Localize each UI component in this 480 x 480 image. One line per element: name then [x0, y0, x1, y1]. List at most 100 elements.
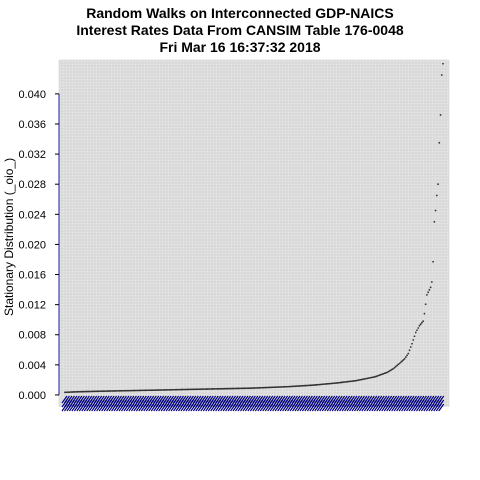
point-label: [118, 395, 125, 404]
point-label: [324, 395, 331, 404]
data-point: [414, 331, 417, 334]
point-label: [403, 395, 410, 404]
point-label: [173, 395, 180, 404]
point-label: [346, 395, 353, 404]
data-point: [434, 209, 437, 212]
point-label: [358, 395, 365, 404]
point-label: [249, 395, 256, 404]
point-label: [267, 395, 274, 404]
point-label: [296, 395, 303, 404]
point-label: [148, 395, 155, 404]
y-tick-label: 0.036: [18, 119, 46, 131]
point-label: [212, 395, 219, 404]
y-tick-label: 0.004: [18, 360, 46, 372]
point-label: [128, 395, 135, 404]
point-label: [428, 395, 435, 404]
data-point: [407, 352, 410, 355]
point-label: [415, 395, 422, 404]
point-label: [287, 395, 294, 404]
point-label: [284, 395, 291, 404]
point-label: [242, 395, 249, 404]
point-label: [435, 395, 442, 404]
point-label: [138, 395, 145, 404]
point-label: [388, 395, 395, 404]
point-label: [401, 395, 408, 404]
y-tick-label: 0.020: [18, 239, 46, 251]
point-label: [197, 395, 204, 404]
point-label: [230, 395, 237, 404]
point-label: [306, 395, 313, 404]
point-label: [98, 395, 105, 404]
point-label: [106, 395, 113, 404]
point-label: [145, 395, 152, 404]
point-label: [202, 395, 209, 404]
data-point: [442, 62, 444, 65]
data-point: [397, 363, 400, 366]
y-tick-label: 0.012: [18, 300, 46, 312]
point-label: [304, 395, 311, 404]
point-label: [150, 395, 157, 404]
point-label: [244, 395, 251, 404]
data-point: [438, 141, 441, 144]
point-label: [163, 395, 170, 404]
point-label: [279, 395, 286, 404]
point-label: [361, 395, 368, 404]
point-label: [430, 395, 437, 404]
point-label: [277, 395, 284, 404]
data-point: [404, 356, 407, 358]
point-label: [406, 395, 413, 404]
point-label: [125, 395, 132, 404]
point-label: [235, 395, 241, 404]
grid: [58, 59, 450, 407]
point-label: [225, 395, 232, 404]
point-label: [259, 395, 266, 404]
point-label: [192, 395, 199, 404]
point-label: [282, 395, 289, 404]
point-label: [438, 395, 445, 404]
point-label: [254, 395, 261, 404]
point-label: [413, 395, 420, 404]
point-label: [81, 395, 88, 404]
point-label: [381, 395, 388, 404]
y-tick-label: 0.016: [18, 270, 46, 282]
data-point: [396, 364, 399, 367]
data-point: [428, 288, 431, 291]
point-label: [289, 395, 296, 404]
point-label: [185, 395, 192, 404]
point-label: [311, 395, 318, 404]
data-point: [408, 349, 411, 352]
data-point: [406, 354, 408, 357]
data-point: [429, 286, 432, 289]
data-point: [411, 342, 413, 345]
point-label: [351, 395, 358, 404]
point-label: [116, 395, 123, 404]
point-label: [383, 395, 390, 404]
point-label: [239, 395, 246, 404]
point-label: [366, 395, 373, 404]
point-label: [187, 395, 194, 404]
point-label: [101, 395, 108, 404]
data-point: [424, 303, 427, 306]
point-label: [336, 395, 343, 404]
point-label: [143, 395, 150, 404]
point-label: [93, 395, 100, 404]
point-label: [247, 395, 254, 404]
point-label: [160, 395, 167, 404]
point-label: [66, 395, 73, 404]
point-label: [331, 395, 338, 404]
y-axis-label: Stationary Distribution (_oio_): [2, 157, 16, 316]
point-label: [257, 395, 264, 404]
data-point: [435, 194, 438, 197]
point-label: [264, 395, 271, 404]
point-label: [155, 395, 162, 404]
point-label: [130, 395, 137, 404]
point-label: [425, 395, 432, 404]
point-label: [76, 395, 83, 404]
data-point: [432, 260, 434, 263]
chart-title-line-3: Fri Mar 16 16:37:32 2018: [159, 39, 321, 55]
point-label: [205, 395, 212, 404]
point-label: [103, 395, 110, 404]
point-label: [378, 395, 385, 404]
point-label: [326, 395, 333, 404]
